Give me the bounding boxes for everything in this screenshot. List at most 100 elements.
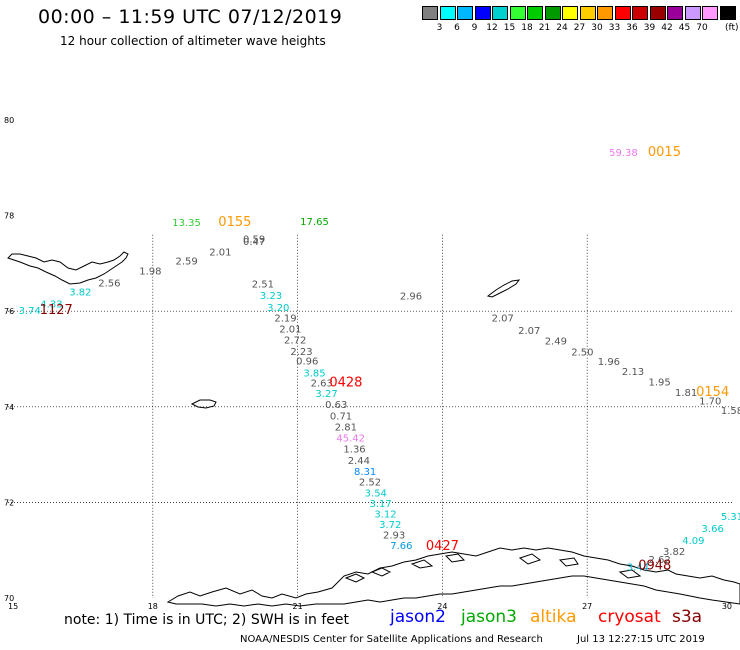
wave-height-label: 1.81 [675, 388, 697, 399]
legend-tick-label: 27 [573, 23, 586, 33]
latitude-tick-label: 74 [4, 403, 14, 412]
satellite-name-jason3: jason3 [461, 607, 517, 627]
wave-height-label: 1.70 [699, 396, 721, 407]
legend-swatch [439, 6, 456, 20]
page-subtitle: 12 hour collection of altimeter wave hei… [60, 34, 326, 48]
wave-height-label: 3.12 [374, 510, 396, 521]
pass-time-label: 0155 [218, 215, 251, 230]
hopen-coastline [486, 279, 521, 298]
longitude-tick-label: 18 [148, 602, 158, 611]
wave-height-label: 2.93 [383, 531, 405, 542]
wave-height-label: 3.23 [260, 291, 282, 302]
wave-height-label: 2.44 [348, 456, 370, 467]
longitude-tick-labels: 15 18 21 24 27 30 [8, 602, 732, 611]
wave-height-label: 2.52 [359, 478, 381, 489]
wave-height-label: 3.54 [365, 489, 387, 500]
wave-height-label: 2.01 [279, 325, 301, 336]
wave-height-label: 2.96 [400, 291, 422, 302]
legend-tick-label: 33 [608, 23, 621, 33]
legend-tick-label: 12 [486, 23, 498, 33]
satellite-name-cryosat: cryosat [598, 607, 661, 627]
wave-height-label: 3.44 [627, 562, 649, 573]
wave-height-label: 4.09 [682, 536, 704, 547]
satellite-name-altika: altika [530, 607, 577, 627]
legend-swatch [562, 6, 578, 20]
wave-height-label: 5.31 [721, 512, 740, 523]
wave-height-observations: 3.744.33 3.82 2.56 1.98 2.59 2.01 0.590.47 13.3… [19, 148, 740, 573]
legend-swatch [667, 6, 683, 20]
legend-swatch [614, 6, 631, 20]
wave-height-label: 3.82 [69, 287, 91, 298]
wave-height-label: 17.65 [300, 217, 329, 228]
wave-height-label: 1.95 [648, 377, 670, 388]
legend-swatch [527, 6, 543, 20]
wave-height-label: 3.20 [267, 303, 289, 314]
wave-height-label: 0.63 [325, 400, 347, 411]
pass-time-label: 0154 [696, 385, 729, 400]
wave-height-label: 2.72 [284, 336, 306, 347]
wave-height-label: 1.96 [598, 357, 620, 368]
wave-height-label: 2.63 [311, 379, 333, 390]
norway-islands [344, 553, 642, 583]
wave-height-label: 2.62 [648, 555, 670, 566]
legend-swatch [649, 6, 666, 20]
wave-height-label: 13.35 [172, 218, 201, 229]
credit-line: NOAA/NESDIS Center for Satellite Applica… [240, 634, 543, 645]
longitude-tick-label: 24 [437, 602, 447, 611]
norway-coastline [166, 547, 740, 607]
longitude-tick-label: 30 [722, 602, 732, 611]
legend-tick-label: 70 [696, 23, 708, 33]
legend-swatch [684, 6, 701, 20]
pass-time-label: 0427 [426, 539, 459, 554]
legend-tick-label: 9 [471, 23, 478, 33]
wave-height-label: 2.81 [335, 423, 357, 434]
pass-time-label: 0948 [638, 558, 671, 573]
generation-timestamp: Jul 13 12:27:15 UTC 2019 [577, 634, 705, 645]
wave-height-label: 3.27 [315, 389, 337, 400]
longitude-tick-label: 21 [293, 602, 303, 611]
wave-height-label: 0.47 [243, 237, 265, 248]
wave-height-label: 2.01 [209, 247, 231, 258]
legend-swatch [597, 6, 613, 20]
legend-swatch [422, 6, 438, 20]
wave-height-label: 0.96 [296, 357, 318, 368]
footer-note: note: 1) Time is in UTC; 2) SWH is in fe… [64, 612, 350, 628]
legend-swatch [509, 6, 526, 20]
legend-swatch [474, 6, 491, 20]
legend-tick-label: 21 [538, 23, 551, 33]
wave-height-label: 4.33 [40, 299, 62, 310]
wave-height-label: 2.07 [518, 326, 540, 337]
wave-height-label: 0.71 [330, 412, 352, 423]
latitude-tick-label: 78 [4, 212, 14, 221]
wave-height-label: 2.51 [252, 279, 274, 290]
wave-height-label: 2.49 [545, 337, 567, 348]
coastlines [7, 251, 740, 607]
legend-tick-label: 18 [521, 23, 533, 33]
lat-lon-grid [8, 234, 732, 598]
wave-height-label: 2.07 [492, 314, 514, 325]
wave-height-label: 3.66 [702, 524, 724, 535]
wave-height-label: 3.72 [379, 520, 401, 531]
satellite-name-s3a: s3a [672, 607, 703, 627]
page-title: 00:00 – 11:59 UTC 07/12/2019 [38, 6, 343, 28]
pass-time-label: 1127 [40, 303, 73, 318]
wave-height-label: 59.38 [609, 148, 638, 159]
legend-swatch [632, 6, 648, 20]
wave-height-label: 1.36 [343, 445, 365, 456]
wave-height-label: 0.59 [243, 234, 265, 245]
legend-tick-label: 39 [643, 23, 656, 33]
latitude-tick-label: 70 [4, 594, 14, 603]
pass-time-stamps: 0015 0155 1127 0428 0427 0154 0948 [40, 145, 730, 573]
wave-height-label: 2.50 [571, 348, 593, 359]
legend-swatch [457, 6, 473, 20]
legend-unit: (ft) [725, 23, 739, 33]
longitude-tick-label: 27 [582, 602, 592, 611]
legend-swatch [492, 6, 508, 20]
legend-tick-label: 15 [503, 23, 516, 33]
wave-height-label: 3.17 [369, 499, 391, 510]
wave-height-label: 1.98 [139, 266, 161, 277]
legend-tick-label: 24 [556, 23, 568, 33]
legend-swatch [579, 6, 596, 20]
bear-island-coastline [190, 399, 217, 409]
